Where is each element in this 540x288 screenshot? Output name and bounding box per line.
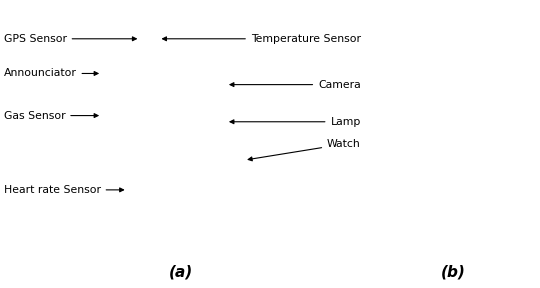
Text: Watch: Watch [248,139,361,161]
Text: Heart rate Sensor: Heart rate Sensor [4,185,124,195]
Text: Temperature Sensor: Temperature Sensor [163,34,361,44]
Text: (b): (b) [441,265,466,280]
Text: Camera: Camera [230,79,361,90]
Text: Gas Sensor: Gas Sensor [4,111,98,121]
Text: (a): (a) [169,265,193,280]
Text: Announciator: Announciator [4,69,98,78]
Text: Lamp: Lamp [230,117,361,127]
Text: GPS Sensor: GPS Sensor [4,34,136,44]
